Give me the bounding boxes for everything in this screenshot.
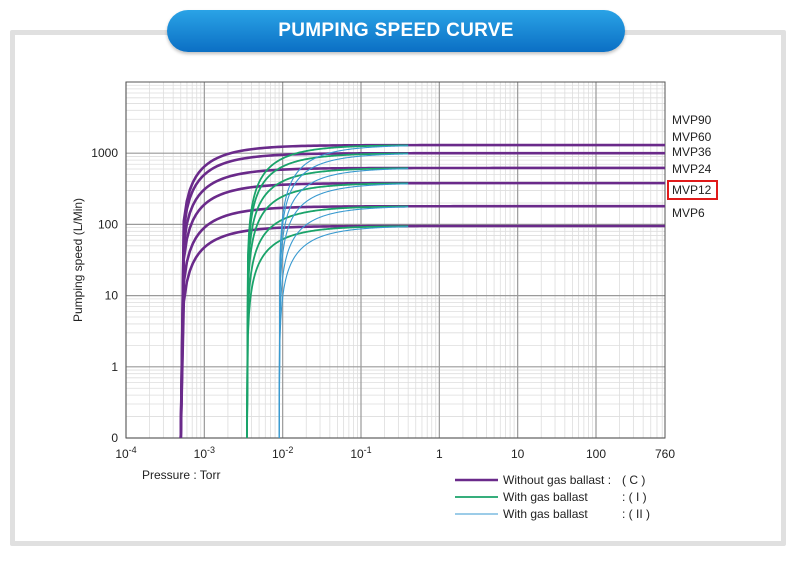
legend-code: : ( II ) xyxy=(622,507,650,521)
x-tick-label: 10-3 xyxy=(194,445,215,461)
curve-mvp12-i xyxy=(246,205,409,439)
curve-mvp12-c xyxy=(179,204,665,439)
curve-mvp36-c xyxy=(179,166,665,439)
curve-mvp60-c xyxy=(179,151,665,439)
x-tick-label: 100 xyxy=(586,447,606,461)
y-tick-label: 100 xyxy=(98,217,118,231)
curve-mvp90-c xyxy=(179,143,665,439)
series-label-mvp36: MVP36 xyxy=(672,145,712,159)
legend-label: With gas ballast xyxy=(503,490,588,504)
series-label-mvp24: MVP24 xyxy=(672,162,712,176)
x-tick-label: 10-1 xyxy=(350,445,371,461)
curve-mvp60-ii xyxy=(278,153,409,439)
y-tick-label: 1 xyxy=(111,360,118,374)
curves xyxy=(179,143,665,439)
curve-mvp24-ii xyxy=(278,183,409,439)
legend-label: With gas ballast xyxy=(503,507,588,521)
x-tick-label: 10-2 xyxy=(272,445,293,461)
legend: Without gas ballast : ( C ) With gas balla… xyxy=(455,473,650,521)
highlight-box xyxy=(667,180,718,200)
curve-mvp90-i xyxy=(246,144,409,439)
curve-mvp60-i xyxy=(246,152,409,439)
x-tick-label: 10-4 xyxy=(115,445,136,461)
y-tick-label: 1000 xyxy=(91,146,118,160)
curve-mvp12-ii xyxy=(278,206,409,439)
curve-mvp36-i xyxy=(246,167,409,439)
y-tick-label: 0 xyxy=(111,431,118,445)
legend-code: : ( I ) xyxy=(622,490,647,504)
grid-minor xyxy=(126,82,665,438)
curve-mvp36-ii xyxy=(278,168,409,439)
series-label-mvp90: MVP90 xyxy=(672,113,712,127)
series-label-mvp60: MVP60 xyxy=(672,130,712,144)
y-tick-labels: 0 1 10 100 1000 xyxy=(91,146,118,445)
series-label-mvp12: MVP12 xyxy=(672,183,712,197)
x-tick-label: 760 xyxy=(655,447,675,461)
x-axis-label: Pressure : Torr xyxy=(142,468,220,482)
series-label-mvp6: MVP6 xyxy=(672,206,705,220)
x-tick-labels: 10-4 10-3 10-2 10-1 1 10 100 760 xyxy=(115,445,675,461)
curve-mvp6-c xyxy=(179,224,665,439)
x-tick-label: 10 xyxy=(511,447,525,461)
legend-code: ( C ) xyxy=(622,473,645,487)
curve-mvp24-i xyxy=(246,182,409,439)
y-tick-label: 10 xyxy=(105,289,119,303)
plot-border xyxy=(125,81,666,439)
y-axis-label: Pumping speed (L/Min) xyxy=(71,198,85,322)
curve-mvp6-i xyxy=(246,225,409,439)
x-tick-label: 1 xyxy=(436,447,443,461)
curve-mvp6-ii xyxy=(278,226,409,439)
curve-mvp90-ii xyxy=(278,145,409,439)
legend-label: Without gas ballast : xyxy=(503,473,611,487)
chart-title: PUMPING SPEED CURVE xyxy=(167,10,625,52)
